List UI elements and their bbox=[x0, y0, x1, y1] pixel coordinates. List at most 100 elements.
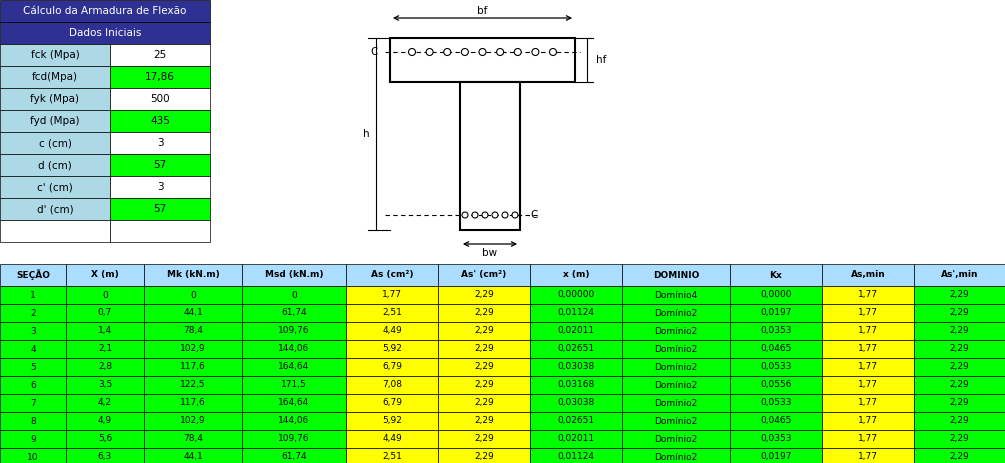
Text: 2,51: 2,51 bbox=[382, 308, 402, 318]
Bar bbox=[622, 322, 730, 340]
Text: 2,29: 2,29 bbox=[950, 417, 970, 425]
Bar bbox=[144, 304, 242, 322]
Bar bbox=[460, 82, 520, 230]
Text: 2,29: 2,29 bbox=[474, 434, 493, 444]
Text: 78,4: 78,4 bbox=[183, 326, 203, 336]
Text: 6: 6 bbox=[30, 381, 36, 389]
Bar bbox=[622, 286, 730, 304]
Text: 0,0465: 0,0465 bbox=[761, 344, 792, 353]
Bar bbox=[0, 412, 66, 430]
Text: 109,76: 109,76 bbox=[278, 326, 310, 336]
Circle shape bbox=[532, 49, 539, 56]
Text: 6,79: 6,79 bbox=[382, 363, 402, 371]
Text: Dados Iniciais: Dados Iniciais bbox=[68, 28, 141, 38]
Bar bbox=[144, 394, 242, 412]
Bar bbox=[144, 340, 242, 358]
Text: 2,29: 2,29 bbox=[950, 363, 970, 371]
Bar bbox=[242, 412, 346, 430]
Circle shape bbox=[408, 49, 415, 56]
Bar bbox=[622, 448, 730, 463]
Bar bbox=[346, 340, 438, 358]
Text: 1,77: 1,77 bbox=[382, 290, 402, 300]
Text: 6,3: 6,3 bbox=[97, 452, 113, 462]
Text: 3,5: 3,5 bbox=[97, 381, 113, 389]
Text: 0,03038: 0,03038 bbox=[558, 363, 595, 371]
Text: Domínio2: Domínio2 bbox=[654, 363, 697, 371]
Bar bbox=[0, 88, 110, 110]
Bar bbox=[144, 412, 242, 430]
Text: 1,77: 1,77 bbox=[858, 381, 878, 389]
Text: 7: 7 bbox=[30, 399, 36, 407]
Text: SEÇÃO: SEÇÃO bbox=[16, 269, 50, 281]
Bar bbox=[66, 340, 144, 358]
Text: 10: 10 bbox=[27, 452, 39, 462]
Text: 1,77: 1,77 bbox=[858, 344, 878, 353]
Text: 0,01124: 0,01124 bbox=[558, 452, 595, 462]
Circle shape bbox=[472, 212, 478, 218]
Text: 2,29: 2,29 bbox=[950, 452, 970, 462]
Bar bbox=[242, 358, 346, 376]
Text: 4,9: 4,9 bbox=[97, 417, 113, 425]
Text: 0,03038: 0,03038 bbox=[558, 399, 595, 407]
Bar bbox=[144, 264, 242, 286]
Text: 44,1: 44,1 bbox=[183, 308, 203, 318]
Bar bbox=[144, 448, 242, 463]
Bar bbox=[144, 376, 242, 394]
Bar bbox=[346, 430, 438, 448]
Text: C: C bbox=[370, 47, 378, 57]
Bar bbox=[144, 286, 242, 304]
Text: DOMINIO: DOMINIO bbox=[653, 270, 699, 280]
Text: bw: bw bbox=[482, 248, 497, 258]
Text: 2,29: 2,29 bbox=[474, 326, 493, 336]
Text: bf: bf bbox=[477, 6, 487, 16]
Bar bbox=[822, 286, 914, 304]
Text: 0,0197: 0,0197 bbox=[760, 452, 792, 462]
Text: 6,79: 6,79 bbox=[382, 399, 402, 407]
Bar bbox=[530, 394, 622, 412]
Text: fyd (Mpa): fyd (Mpa) bbox=[30, 116, 79, 126]
Text: 0,02011: 0,02011 bbox=[558, 326, 595, 336]
Bar bbox=[438, 286, 530, 304]
Text: 1,77: 1,77 bbox=[858, 399, 878, 407]
Bar bbox=[242, 448, 346, 463]
Bar bbox=[914, 304, 1005, 322]
Bar bbox=[530, 376, 622, 394]
Text: 2,29: 2,29 bbox=[474, 290, 493, 300]
Bar bbox=[438, 322, 530, 340]
Text: 1,77: 1,77 bbox=[858, 417, 878, 425]
Text: 0,0533: 0,0533 bbox=[760, 399, 792, 407]
Circle shape bbox=[479, 49, 486, 56]
Text: 2,29: 2,29 bbox=[950, 399, 970, 407]
Bar bbox=[914, 412, 1005, 430]
Text: 2,29: 2,29 bbox=[950, 381, 970, 389]
Text: 2,29: 2,29 bbox=[474, 399, 493, 407]
Text: 78,4: 78,4 bbox=[183, 434, 203, 444]
Bar bbox=[66, 286, 144, 304]
Text: C: C bbox=[531, 210, 538, 220]
Text: As (cm²): As (cm²) bbox=[371, 270, 413, 280]
Bar bbox=[822, 358, 914, 376]
Text: 1,77: 1,77 bbox=[858, 308, 878, 318]
Text: 0,0353: 0,0353 bbox=[760, 434, 792, 444]
Bar bbox=[242, 322, 346, 340]
Bar bbox=[822, 448, 914, 463]
Bar bbox=[110, 154, 210, 176]
Text: 102,9: 102,9 bbox=[180, 417, 206, 425]
Bar bbox=[622, 358, 730, 376]
Bar bbox=[914, 322, 1005, 340]
Bar bbox=[0, 448, 66, 463]
Text: 102,9: 102,9 bbox=[180, 344, 206, 353]
Bar bbox=[242, 340, 346, 358]
Bar bbox=[346, 394, 438, 412]
Text: 117,6: 117,6 bbox=[180, 399, 206, 407]
Text: 2,29: 2,29 bbox=[474, 363, 493, 371]
Bar bbox=[622, 394, 730, 412]
Text: 2,29: 2,29 bbox=[950, 326, 970, 336]
Bar bbox=[0, 110, 110, 132]
Bar bbox=[0, 198, 110, 220]
Bar bbox=[730, 376, 822, 394]
Text: 2,1: 2,1 bbox=[97, 344, 113, 353]
Bar bbox=[822, 322, 914, 340]
Text: 2,8: 2,8 bbox=[97, 363, 113, 371]
Circle shape bbox=[461, 49, 468, 56]
